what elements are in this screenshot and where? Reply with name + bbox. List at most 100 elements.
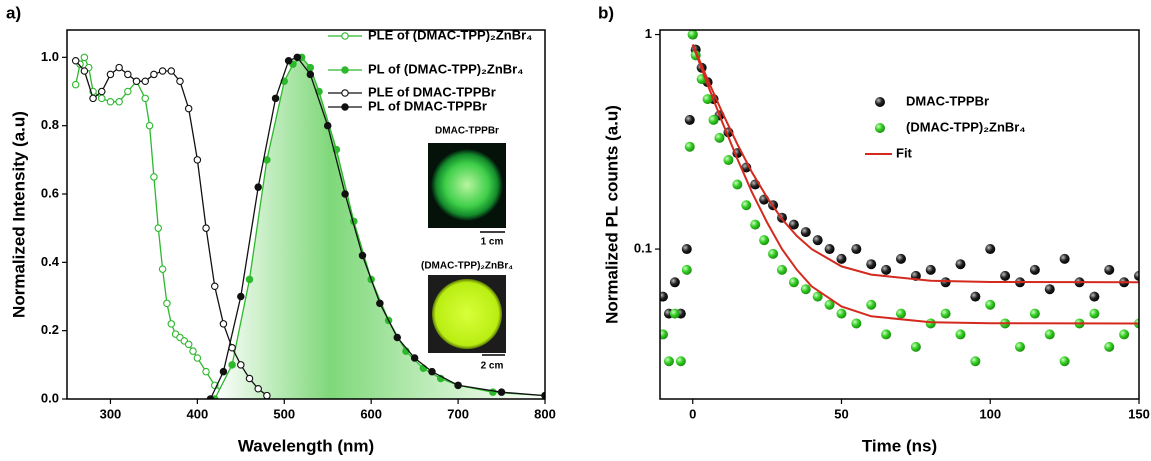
- data-point: [684, 141, 695, 152]
- data-point: [836, 308, 847, 319]
- data-point: [1104, 341, 1115, 352]
- data-point: [158, 265, 167, 273]
- data-point: [681, 264, 692, 275]
- data-point: [732, 179, 743, 190]
- data-point: [293, 53, 302, 62]
- panel-label: b): [598, 3, 614, 22]
- data-point: [1044, 284, 1055, 295]
- x-tick-label: 600: [360, 406, 382, 421]
- legend-label: PLE of DMAC-TPPBr: [368, 84, 496, 99]
- data-point: [98, 87, 106, 96]
- x-tick-label: 700: [447, 406, 469, 421]
- data-point: [245, 275, 254, 284]
- data-point: [1014, 341, 1025, 352]
- y-tick-label: 1: [645, 26, 652, 41]
- data-point: [193, 156, 202, 164]
- data-point: [1059, 356, 1070, 367]
- inset-photo: [432, 279, 502, 349]
- fit-line: [691, 44, 1139, 284]
- y-tick-label: 0.4: [41, 254, 60, 269]
- data-point: [132, 77, 141, 86]
- data-point: [1029, 264, 1040, 275]
- data-point: [358, 251, 367, 260]
- axes-frame: [659, 29, 1140, 400]
- inset-label: DMAC-TPPBr: [435, 126, 499, 137]
- data-point: [800, 227, 811, 238]
- data-point: [271, 94, 280, 103]
- data-point: [284, 56, 293, 65]
- data-point: [955, 329, 966, 340]
- data-point: [824, 244, 835, 255]
- y-tick-label: 0.2: [41, 322, 59, 337]
- x-tick-label: 500: [273, 406, 295, 421]
- y-tick-label: 0.6: [41, 185, 59, 200]
- data-point: [184, 340, 193, 349]
- data-point: [1134, 270, 1139, 281]
- legend-marker: [341, 66, 349, 74]
- data-point: [812, 235, 823, 246]
- data-point: [985, 299, 996, 310]
- data-point: [154, 224, 163, 232]
- data-point: [176, 77, 184, 86]
- y-tick-label: 0.0: [41, 390, 59, 405]
- data-point: [1089, 291, 1100, 302]
- data-point: [759, 235, 770, 246]
- y-axis-title: Normalized PL counts (a.u): [602, 105, 621, 324]
- data-point: [812, 291, 823, 302]
- data-point: [228, 361, 236, 369]
- y-tick-label: 0.1: [634, 240, 652, 255]
- data-point: [497, 388, 506, 396]
- y-axis-title: Normalized Intensity (a.u): [9, 111, 28, 318]
- data-point: [141, 77, 149, 86]
- data-point: [681, 244, 692, 255]
- panel-label: a): [6, 3, 21, 22]
- data-point: [306, 63, 315, 72]
- data-point: [145, 121, 154, 130]
- data-point: [669, 277, 680, 288]
- data-point: [193, 354, 202, 362]
- area: [214, 57, 545, 399]
- data-point: [866, 259, 877, 270]
- data-point: [851, 244, 862, 255]
- legend-marker: [875, 123, 885, 133]
- data-point: [89, 94, 97, 103]
- data-point: [1044, 329, 1055, 340]
- data-point: [1059, 253, 1070, 264]
- plot-area: [71, 53, 545, 399]
- data-point: [1119, 329, 1130, 340]
- x-tick-label: 100: [979, 406, 1001, 421]
- legend-marker: [341, 32, 349, 40]
- data-point: [776, 264, 787, 275]
- data-point: [376, 299, 384, 308]
- data-point: [210, 282, 219, 290]
- data-point: [910, 341, 921, 352]
- x-tick-label: 400: [187, 406, 209, 421]
- data-point: [115, 98, 123, 106]
- inset-label: (DMAC-TPP)₂ZnBr₄: [421, 261, 513, 272]
- data-point: [866, 299, 877, 310]
- data-point: [393, 333, 402, 342]
- data-point: [263, 391, 271, 399]
- legend-label: DMAC-TPPBr: [906, 93, 989, 108]
- data-point: [675, 356, 686, 367]
- data-point: [163, 299, 171, 308]
- data-point: [669, 308, 680, 319]
- data-point: [323, 121, 332, 130]
- data-point: [80, 53, 89, 62]
- data-point: [115, 63, 123, 72]
- data-point: [702, 94, 713, 105]
- data-point: [955, 259, 966, 270]
- x-axis-title: Time (ns): [862, 436, 937, 455]
- data-point: [124, 70, 132, 79]
- data-point: [660, 329, 668, 340]
- data-point: [71, 80, 80, 89]
- data-point: [768, 248, 779, 259]
- legend-marker: [875, 97, 885, 107]
- data-point: [824, 299, 835, 310]
- x-axis-title: Wavelength (nm): [238, 436, 374, 455]
- data-point: [970, 291, 981, 302]
- data-point: [741, 200, 752, 211]
- data-point: [985, 244, 996, 255]
- data-point: [925, 264, 936, 275]
